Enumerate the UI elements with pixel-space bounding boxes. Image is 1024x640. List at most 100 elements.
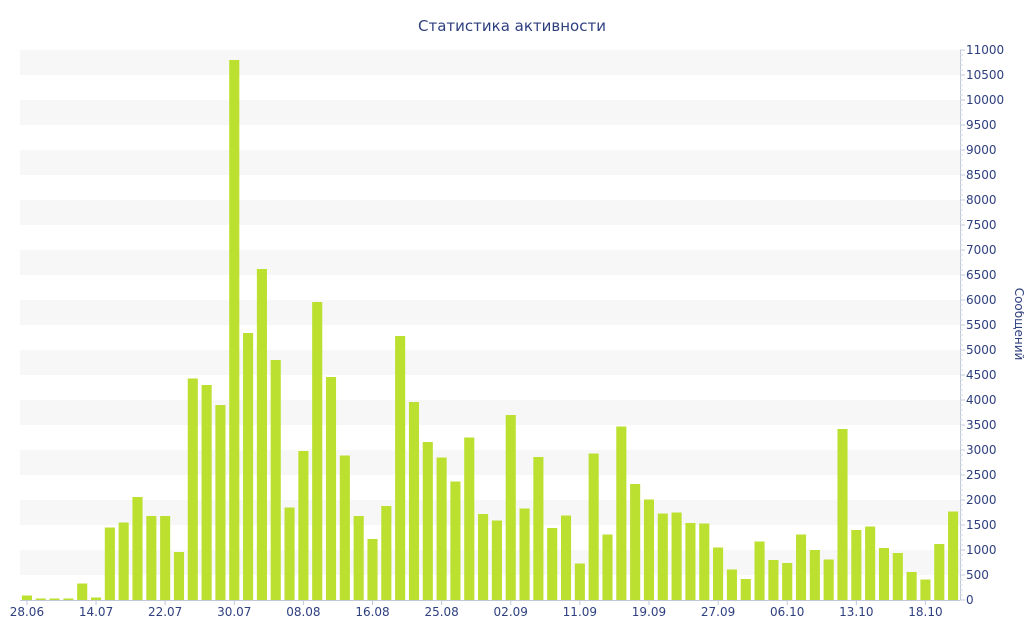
y-tick-label: 4500	[966, 368, 997, 382]
grid-band	[20, 400, 960, 425]
bar	[229, 60, 240, 600]
x-tick-label: 30.07	[217, 605, 251, 619]
bar-series	[21, 60, 959, 600]
bar	[270, 360, 281, 600]
y-tick-label: 7500	[966, 218, 997, 232]
bar	[422, 442, 433, 600]
bar	[934, 544, 945, 600]
bar	[560, 515, 572, 600]
bar	[948, 511, 959, 600]
bar	[339, 455, 350, 600]
bar	[851, 530, 862, 600]
x-tick-label: 11.09	[563, 605, 597, 619]
bar	[782, 563, 793, 600]
bar	[367, 539, 378, 600]
bar	[547, 528, 558, 600]
grid-bands	[20, 50, 960, 575]
x-tick-label: 25.08	[424, 605, 458, 619]
bar	[35, 598, 46, 600]
y-tick-label: 9500	[966, 118, 997, 132]
bar	[381, 506, 392, 600]
y-tick-label: 6000	[966, 293, 997, 307]
bar	[574, 563, 585, 600]
bar	[823, 559, 834, 600]
bar	[63, 598, 74, 600]
x-tick-label: 06.10	[770, 605, 804, 619]
bar	[187, 378, 198, 600]
bar	[284, 507, 295, 600]
y-tick-label: 11000	[966, 43, 1004, 57]
bar	[256, 269, 267, 600]
bar	[353, 516, 364, 600]
grid-band	[20, 100, 960, 125]
y-tick-label: 0	[966, 593, 974, 607]
bar	[146, 516, 157, 600]
bar	[878, 548, 890, 600]
bar	[201, 385, 212, 600]
chart-title: Статистика активности	[418, 17, 606, 35]
bar	[713, 547, 724, 600]
grid-band	[20, 350, 960, 375]
y-tick-label: 7000	[966, 243, 997, 257]
bar	[906, 572, 917, 600]
y-tick-label: 8000	[966, 193, 997, 207]
x-tick-label: 27.09	[701, 605, 735, 619]
bar	[408, 402, 420, 600]
x-tick-label: 18.10	[908, 605, 942, 619]
x-axis: 28.06 14.07 22.07 30.07 08.08 16.08 25.08 02.09…	[10, 600, 960, 619]
y-tick-label: 5500	[966, 318, 997, 332]
bar	[436, 457, 447, 600]
bar	[602, 534, 613, 600]
x-tick-label: 19.09	[632, 605, 666, 619]
bar	[699, 523, 710, 600]
x-tick-label: 28.06	[10, 605, 44, 619]
x-tick-label: 14.07	[79, 605, 113, 619]
y-tick-label: 9000	[966, 143, 997, 157]
bar	[325, 377, 337, 600]
bar	[768, 560, 779, 600]
x-tick-label: 22.07	[148, 605, 182, 619]
bar	[77, 583, 88, 600]
bar	[588, 453, 599, 600]
bar	[740, 579, 751, 600]
y-tick-label: 2500	[966, 468, 997, 482]
bar	[892, 553, 903, 600]
bar	[809, 550, 820, 600]
bar	[533, 457, 544, 600]
bar	[837, 429, 848, 600]
y-tick-label: 6500	[966, 268, 997, 282]
grid-band	[20, 150, 960, 175]
bar	[215, 405, 226, 600]
bar	[505, 415, 516, 600]
bar	[395, 336, 406, 600]
bar	[49, 598, 60, 600]
bar	[616, 426, 627, 600]
grid-band	[20, 200, 960, 225]
bar	[160, 516, 171, 600]
bar	[173, 552, 185, 600]
bar	[90, 597, 102, 600]
bar	[671, 512, 682, 600]
bar	[865, 526, 876, 600]
bar	[450, 481, 461, 600]
x-tick-label: 13.10	[839, 605, 873, 619]
grid-band	[20, 250, 960, 275]
bar	[104, 527, 115, 600]
y-axis: 0 500 1000 1500 2000 2500 3000 3500 4000 4500 5000…	[960, 43, 1004, 607]
y-tick-label: 2000	[966, 493, 997, 507]
y-tick-label: 4000	[966, 393, 997, 407]
bar	[519, 508, 530, 600]
y-tick-label: 1500	[966, 518, 997, 532]
bar	[298, 451, 309, 600]
bar	[643, 499, 655, 600]
bar	[657, 513, 668, 600]
bar	[464, 437, 475, 600]
bar	[795, 534, 807, 600]
y-tick-label: 1000	[966, 543, 997, 557]
bar	[312, 302, 323, 600]
y-tick-label: 10500	[966, 68, 1004, 82]
y-tick-label: 3000	[966, 443, 997, 457]
bar	[243, 333, 254, 600]
grid-band	[20, 50, 960, 75]
